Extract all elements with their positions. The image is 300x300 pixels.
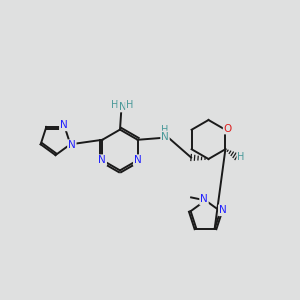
Text: H: H xyxy=(161,125,169,135)
Text: N: N xyxy=(219,205,226,215)
Text: H: H xyxy=(237,152,245,162)
Text: N: N xyxy=(134,155,142,165)
Text: H: H xyxy=(111,100,118,110)
Text: O: O xyxy=(224,124,232,134)
Text: N: N xyxy=(60,120,68,130)
Text: N: N xyxy=(200,194,208,205)
Text: N: N xyxy=(161,131,169,142)
Text: N: N xyxy=(118,101,126,112)
Text: H: H xyxy=(126,100,133,110)
Text: N: N xyxy=(68,140,76,150)
Text: N: N xyxy=(98,155,106,165)
